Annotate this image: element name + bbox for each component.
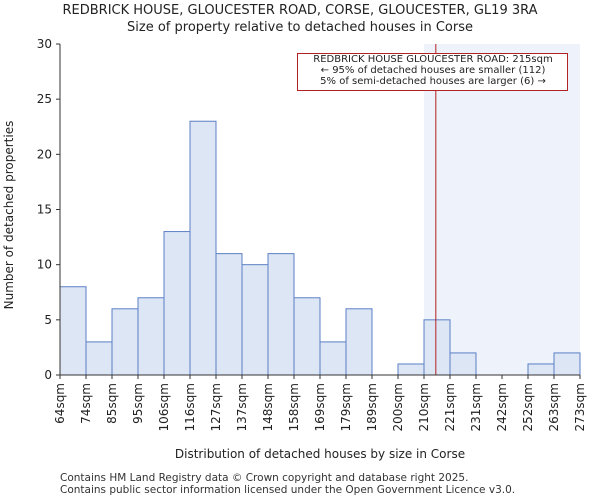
bar-210sqm <box>423 319 451 376</box>
x-tick-label-179sqm: 179sqm <box>339 383 353 431</box>
x-tick-label-189sqm: 189sqm <box>365 383 379 431</box>
x-axis-label: Distribution of detached houses by size … <box>175 447 465 461</box>
bar-95sqm <box>137 297 165 376</box>
bar-263sqm <box>553 352 581 376</box>
y-ticks-layer: 0 5 10 15 20 25 30 <box>37 37 60 382</box>
bar-158sqm <box>293 297 321 376</box>
annotation-line-larger: 5% of semi-detached houses are larger (6… <box>320 76 546 87</box>
x-tick-label-148sqm: 148sqm <box>261 383 275 431</box>
y-tick-label-20: 20 <box>37 147 52 161</box>
x-tick-label-273sqm: 273sqm <box>573 383 587 431</box>
x-tick-label-95sqm: 95sqm <box>131 383 145 424</box>
x-tick-label-242sqm: 242sqm <box>495 383 509 431</box>
y-tick-label-10: 10 <box>37 258 52 272</box>
bar-137sqm <box>241 264 269 376</box>
bar-74sqm <box>85 341 113 376</box>
y-tick-label-30: 30 <box>37 37 52 51</box>
bar-148sqm <box>267 253 295 376</box>
x-tick-label-221sqm: 221sqm <box>443 383 457 431</box>
bar-64sqm <box>59 286 87 376</box>
bar-85sqm <box>111 308 139 376</box>
bars-layer <box>59 120 581 376</box>
x-tick-label-64sqm: 64sqm <box>53 383 67 424</box>
x-tick-label-200sqm: 200sqm <box>391 383 405 431</box>
y-tick-label-15: 15 <box>37 203 52 217</box>
chart-title: REDBRICK HOUSE, GLOUCESTER ROAD, CORSE, … <box>62 3 538 18</box>
footer-copyright: Contains HM Land Registry data © Crown c… <box>60 472 469 484</box>
bar-169sqm <box>319 341 347 376</box>
annotation-box: REDBRICK HOUSE GLOUCESTER ROAD: 215sqm ←… <box>297 53 568 91</box>
chart-subtitle: Size of property relative to detached ho… <box>127 20 473 35</box>
bar-200sqm <box>397 363 425 376</box>
y-tick-label-0: 0 <box>44 368 52 382</box>
x-tick-label-137sqm: 137sqm <box>235 383 249 431</box>
x-tick-label-231sqm: 231sqm <box>469 383 483 431</box>
x-tick-label-116sqm: 116sqm <box>183 383 197 431</box>
bar-116sqm <box>189 120 217 376</box>
x-tick-label-210sqm: 210sqm <box>417 383 431 431</box>
bar-127sqm <box>215 253 243 376</box>
bar-179sqm <box>345 308 373 376</box>
x-tick-label-252sqm: 252sqm <box>521 383 535 431</box>
annotation-line-smaller: ← 95% of detached houses are smaller (11… <box>320 65 546 76</box>
x-tick-label-127sqm: 127sqm <box>209 383 223 431</box>
footer-licence: Contains public sector information licen… <box>60 484 516 496</box>
x-ticks-layer: 64sqm 74sqm 85sqm 95sqm 106sqm 116sqm 127sqm 13… <box>53 375 587 431</box>
y-tick-label-5: 5 <box>44 313 52 327</box>
x-tick-label-169sqm: 169sqm <box>313 383 327 431</box>
bar-106sqm <box>163 231 191 376</box>
x-tick-label-85sqm: 85sqm <box>105 383 119 424</box>
y-axis-label: Number of detached properties <box>2 121 16 310</box>
x-tick-label-74sqm: 74sqm <box>79 383 93 424</box>
x-tick-label-263sqm: 263sqm <box>547 383 561 431</box>
y-tick-label-25: 25 <box>37 92 52 106</box>
x-tick-label-106sqm: 106sqm <box>157 383 171 431</box>
bar-252sqm <box>527 363 555 376</box>
bar-221sqm <box>449 352 477 376</box>
x-tick-label-158sqm: 158sqm <box>287 383 301 431</box>
annotation-line-property: REDBRICK HOUSE GLOUCESTER ROAD: 215sqm <box>313 54 553 65</box>
